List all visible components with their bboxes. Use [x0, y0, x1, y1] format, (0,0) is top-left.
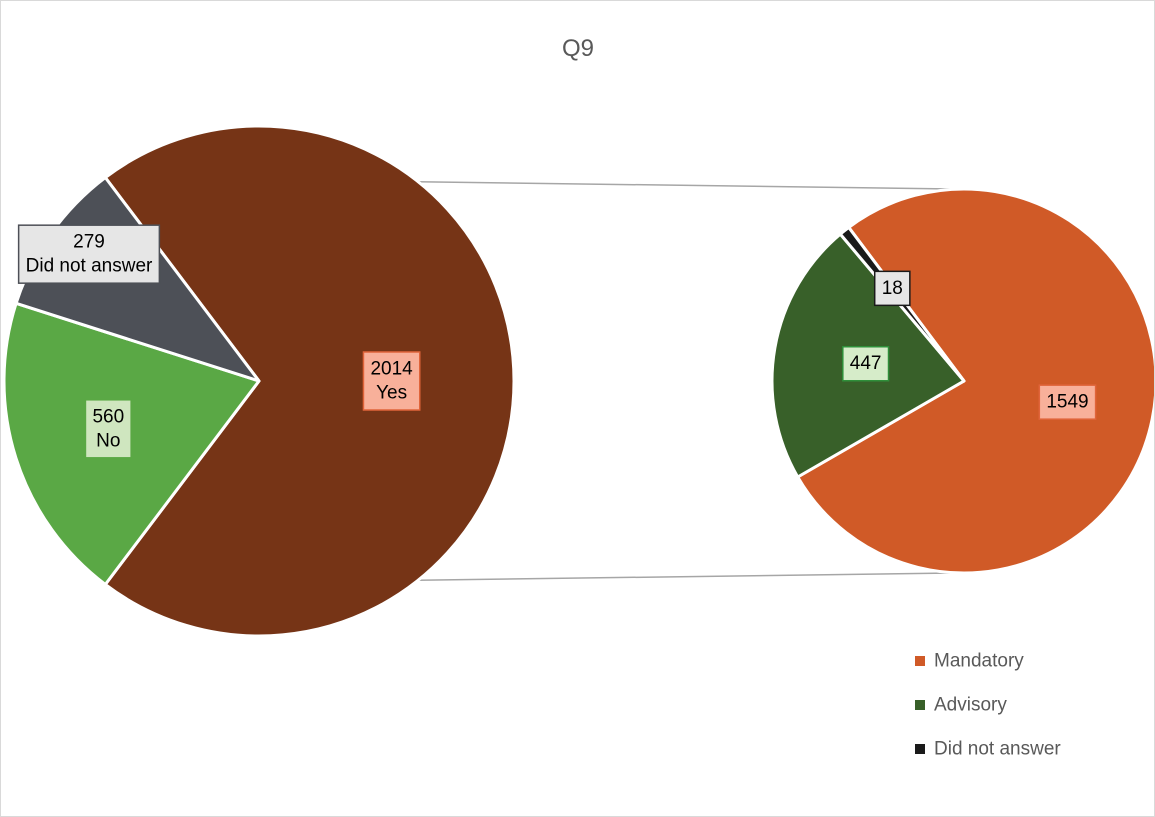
legend-label-did-not-answer: Did not answer [934, 739, 1061, 760]
data-label-yes-text-1: Yes [376, 383, 407, 404]
secondary-label-mandatory-box [1038, 384, 1097, 420]
secondary-label-did-not-answer-box [873, 270, 911, 307]
data-label-did-not-answer-text-1: Did not answer [26, 256, 153, 277]
secondary-label-mandatory: 1549 [1038, 384, 1097, 420]
data-label-no: 560 No [84, 399, 132, 459]
legend-item-mandatory: Mandatory [915, 651, 1024, 672]
secondary-pie [770, 187, 1154, 575]
secondary-label-did-not-answer-text-0: 18 [882, 278, 903, 299]
pie-slice-yes [103, 124, 516, 638]
legend-swatch-advisory [915, 700, 925, 710]
secondary-label-advisory-text-0: 447 [850, 353, 882, 374]
secondary-label-advisory-box [842, 345, 890, 382]
data-label-no-box [84, 399, 132, 459]
secondary-slice-mandatory [796, 187, 1154, 575]
legend-label-advisory: Advisory [934, 695, 1007, 716]
secondary-label-did-not-answer: 18 [873, 270, 911, 307]
main-pie [2, 124, 516, 638]
data-label-did-not-answer: 279 Did not answer [17, 224, 161, 284]
secondary-label-mandatory-text-0: 1549 [1046, 392, 1088, 413]
data-label-yes-box [362, 351, 421, 411]
data-label-no-text-0: 560 [92, 406, 124, 427]
data-label-did-not-answer-box [17, 224, 161, 284]
legend-swatch-did-not-answer [915, 744, 925, 754]
chart-title: Q9 [562, 35, 594, 62]
data-label-yes: 2014 Yes [362, 351, 421, 411]
data-labels: 2014 Yes 560 No 279 Did not answer 1549 447 18 [17, 224, 1097, 459]
legend-item-advisory: Advisory [915, 695, 1007, 716]
data-label-yes-text-0: 2014 [370, 359, 413, 380]
legend-label-mandatory: Mandatory [934, 651, 1024, 672]
data-label-no-text-1: No [96, 430, 120, 451]
data-label-did-not-answer-text-0: 279 [73, 232, 105, 253]
legend: Mandatory Advisory Did not answer [915, 651, 1061, 760]
secondary-label-advisory: 447 [842, 345, 890, 382]
legend-swatch-mandatory [915, 656, 925, 666]
legend-item-did-not-answer: Did not answer [915, 739, 1061, 760]
